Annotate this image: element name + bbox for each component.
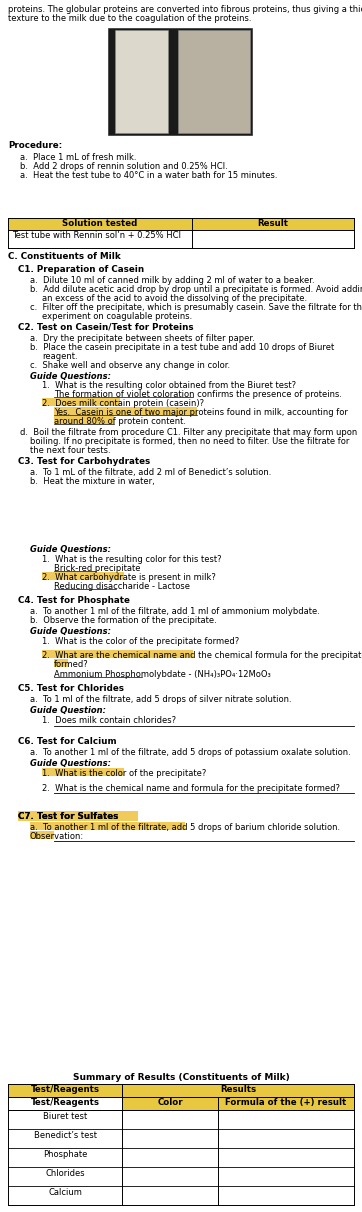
Text: b.  Observe the formation of the precipitate.: b. Observe the formation of the precipit… xyxy=(30,616,217,625)
Text: Phosphate: Phosphate xyxy=(43,1150,87,1159)
Bar xyxy=(42,768,125,777)
Bar xyxy=(54,416,114,424)
Text: reagent.: reagent. xyxy=(42,351,77,361)
Text: b.  Add dilute acetic acid drop by drop until a precipitate is formed. Avoid add: b. Add dilute acetic acid drop by drop u… xyxy=(30,285,362,295)
Text: b.  Add 2 drops of rennin solution and 0.25% HCI.: b. Add 2 drops of rennin solution and 0.… xyxy=(20,162,228,171)
Text: The formation of violet coloration confirms the presence of proteins.: The formation of violet coloration confi… xyxy=(54,390,342,399)
Text: 1.  Does milk contain chlorides?: 1. Does milk contain chlorides? xyxy=(42,716,176,725)
Text: Test/Reagents: Test/Reagents xyxy=(30,1085,100,1094)
Text: Guide Questions:: Guide Questions: xyxy=(30,372,111,381)
Text: 2.  What carbohydrate is present in milk?: 2. What carbohydrate is present in milk? xyxy=(42,573,216,582)
Text: C2. Test on Casein/Test for Proteins: C2. Test on Casein/Test for Proteins xyxy=(18,324,194,332)
Text: a.  To another 1 ml of the filtrate, add 5 drops of barium chloride solution.: a. To another 1 ml of the filtrate, add … xyxy=(30,823,340,831)
Bar xyxy=(115,30,168,133)
Text: Formula of the (+) result: Formula of the (+) result xyxy=(226,1098,347,1107)
Text: the next four tests.: the next four tests. xyxy=(30,446,111,454)
Text: 2.  What are the chemical name and the chemical formula for the precipitate: 2. What are the chemical name and the ch… xyxy=(42,651,362,661)
Bar xyxy=(18,811,138,821)
Text: Procedure:: Procedure: xyxy=(8,141,62,150)
Text: Results: Results xyxy=(220,1085,256,1094)
Text: Calcium: Calcium xyxy=(48,1188,82,1197)
Text: C4. Test for Phosphate: C4. Test for Phosphate xyxy=(18,596,130,605)
Bar xyxy=(108,28,252,135)
Text: a.  To another 1 ml of the filtrate, add 5 drops of potassium oxalate solution.: a. To another 1 ml of the filtrate, add … xyxy=(30,748,351,758)
Text: C3. Test for Carbohydrates: C3. Test for Carbohydrates xyxy=(18,457,150,465)
Text: b.  Place the casein precipitate in a test tube and add 10 drops of Biuret: b. Place the casein precipitate in a tes… xyxy=(30,343,334,351)
Text: C7. Test for Sulfates: C7. Test for Sulfates xyxy=(18,812,118,821)
Bar xyxy=(8,1084,354,1097)
Text: 1.  What is the resulting color for this test?: 1. What is the resulting color for this … xyxy=(42,555,222,564)
Text: Color: Color xyxy=(157,1098,183,1107)
Text: an excess of the acid to avoid the dissolving of the precipitate.: an excess of the acid to avoid the disso… xyxy=(42,295,307,303)
Text: 1.  What is the color of the precipitate?: 1. What is the color of the precipitate? xyxy=(42,768,206,778)
Text: 1.  What is the resulting color obtained from the Biuret test?: 1. What is the resulting color obtained … xyxy=(42,381,296,390)
Text: Biuret test: Biuret test xyxy=(43,1111,87,1121)
Text: 1.  What is the color of the precipitate formed?: 1. What is the color of the precipitate … xyxy=(42,638,239,646)
Text: Benedict’s test: Benedict’s test xyxy=(34,1131,97,1140)
Text: Guide Questions:: Guide Questions: xyxy=(30,759,111,768)
Text: Guide Questions:: Guide Questions: xyxy=(30,627,111,636)
Bar xyxy=(178,30,250,133)
Text: proteins. The globular proteins are converted into fibrous proteins, thus giving: proteins. The globular proteins are conv… xyxy=(8,5,362,15)
Text: 2.  Does milk contain protein (casein)?: 2. Does milk contain protein (casein)? xyxy=(42,399,204,408)
Text: Test/Reagents: Test/Reagents xyxy=(30,1098,100,1107)
Text: boiling. If no precipitate is formed, then no need to filter. Use the filtrate f: boiling. If no precipitate is formed, th… xyxy=(30,438,349,446)
Text: a.  To 1 ml of the filtrate, add 5 drops of silver nitrate solution.: a. To 1 ml of the filtrate, add 5 drops … xyxy=(30,694,292,704)
Text: 2.  What is the chemical name and formula for the precipitate formed?: 2. What is the chemical name and formula… xyxy=(42,784,340,793)
Text: c.  Filter off the precipitate, which is presumably casein. Save the filtrate fo: c. Filter off the precipitate, which is … xyxy=(30,303,362,311)
Text: Chlorides: Chlorides xyxy=(45,1170,85,1178)
Text: Observation:: Observation: xyxy=(30,831,84,841)
Bar xyxy=(122,1097,354,1110)
Text: C1. Preparation of Casein: C1. Preparation of Casein xyxy=(18,265,144,274)
Text: Guide Questions:: Guide Questions: xyxy=(30,545,111,554)
Text: C7. Test for Sulfates: C7. Test for Sulfates xyxy=(18,812,118,821)
Text: a.  Dilute 10 ml of canned milk by adding 2 ml of water to a beaker.: a. Dilute 10 ml of canned milk by adding… xyxy=(30,276,315,285)
Bar xyxy=(30,831,54,840)
Text: a.  Place 1 mL of fresh milk.: a. Place 1 mL of fresh milk. xyxy=(20,153,136,162)
Text: around 80% of protein content.: around 80% of protein content. xyxy=(54,417,186,425)
Text: Reducing disaccharide - Lactose: Reducing disaccharide - Lactose xyxy=(54,582,190,591)
Text: c.  Shake well and observe any change in color.: c. Shake well and observe any change in … xyxy=(30,361,230,370)
Bar xyxy=(54,659,68,668)
Text: formed?: formed? xyxy=(54,661,89,669)
Text: b.  Heat the mixture in water,: b. Heat the mixture in water, xyxy=(30,478,155,486)
Text: a.  Heat the test tube to 40°C in a water bath for 15 minutes.: a. Heat the test tube to 40°C in a water… xyxy=(20,171,278,181)
Text: a.  To 1 mL of the filtrate, add 2 ml of Benedict’s solution.: a. To 1 mL of the filtrate, add 2 ml of … xyxy=(30,468,272,478)
Bar xyxy=(42,572,125,581)
Bar xyxy=(8,218,354,230)
Text: a.  Dry the precipitate between sheets of filter paper.: a. Dry the precipitate between sheets of… xyxy=(30,335,255,343)
Bar xyxy=(54,407,197,416)
Bar xyxy=(42,398,120,406)
Text: Test tube with Rennin sol’n + 0.25% HCI: Test tube with Rennin sol’n + 0.25% HCI xyxy=(12,231,181,240)
Bar xyxy=(30,822,185,830)
Text: Ammonium Phosphomolybdate - (NH₄)₃PO₄·12MoO₃: Ammonium Phosphomolybdate - (NH₄)₃PO₄·12… xyxy=(54,670,271,679)
Text: Yes.  Casein is one of two major proteins found in milk, accounting for: Yes. Casein is one of two major proteins… xyxy=(54,408,348,417)
Text: Brick-red precipitate: Brick-red precipitate xyxy=(54,564,140,573)
Text: texture to the milk due to the coagulation of the proteins.: texture to the milk due to the coagulati… xyxy=(8,15,252,23)
Text: Solution tested: Solution tested xyxy=(62,219,138,228)
Text: d.  Boil the filtrate from procedure C1. Filter any precipitate that may form up: d. Boil the filtrate from procedure C1. … xyxy=(20,428,357,438)
Text: Result: Result xyxy=(257,219,289,228)
Text: Summary of Results (Constituents of Milk): Summary of Results (Constituents of Milk… xyxy=(73,1073,289,1082)
Text: experiment on coagulable proteins.: experiment on coagulable proteins. xyxy=(42,311,192,321)
Text: C. Constituents of Milk: C. Constituents of Milk xyxy=(8,252,121,261)
Text: C5. Test for Chlorides: C5. Test for Chlorides xyxy=(18,684,124,693)
Bar xyxy=(42,650,193,658)
Text: Guide Question:: Guide Question: xyxy=(30,707,106,715)
Text: a.  To another 1 ml of the filtrate, add 1 ml of ammonium molybdate.: a. To another 1 ml of the filtrate, add … xyxy=(30,607,320,616)
Text: C6. Test for Calcium: C6. Test for Calcium xyxy=(18,737,117,747)
